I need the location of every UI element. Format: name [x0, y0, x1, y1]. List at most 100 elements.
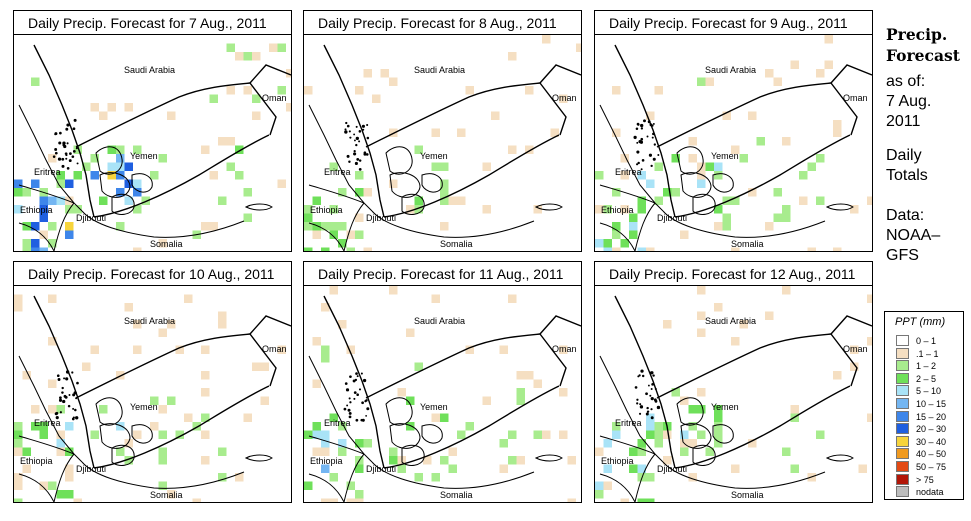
precip-cell: [65, 422, 74, 431]
precip-cell: [389, 447, 398, 456]
precip-cell: [739, 154, 748, 163]
totals-line1: Daily: [886, 147, 922, 164]
precip-cell: [22, 239, 31, 248]
precip-cell: [389, 77, 398, 86]
precip-cell: [31, 405, 40, 414]
island-dot: [65, 127, 69, 131]
boundary-line: [385, 397, 413, 426]
legend-title: PPT (mm): [895, 316, 946, 328]
island-outline: [534, 454, 563, 462]
island-dot: [365, 414, 368, 417]
boundary-line: [81, 461, 245, 489]
country-label-oman: Oman: [262, 344, 287, 354]
precip-cell: [175, 345, 184, 354]
precip-cell: [277, 43, 286, 52]
precip-cell: [355, 213, 364, 222]
precip-cell: [629, 464, 638, 473]
precip-cell: [782, 205, 791, 214]
country-label-yemen: Yemen: [130, 151, 158, 161]
precip-cell: [90, 430, 99, 439]
precip-cell: [363, 188, 372, 197]
island-dot: [68, 394, 71, 397]
precip-cell: [286, 103, 291, 112]
boundary-line: [401, 193, 425, 215]
precip-cell: [431, 128, 440, 137]
precip-cell: [158, 456, 167, 465]
precip-cell: [603, 464, 612, 473]
island-dot: [640, 137, 644, 141]
precip-cell: [14, 481, 23, 490]
precip-cell: [765, 311, 774, 320]
precip-cell: [201, 145, 210, 154]
precip-cell: [39, 247, 48, 251]
boundary-line: [249, 315, 291, 335]
side-title-line2: Forecast: [886, 46, 960, 65]
legend-swatch: [896, 473, 909, 485]
precip-cell: [595, 490, 604, 499]
precip-cell: [705, 77, 714, 86]
precip-cell: [533, 205, 542, 214]
precip-cell: [646, 430, 655, 439]
precip-cell: [782, 213, 791, 222]
precip-cell: [355, 230, 364, 239]
island-dot: [366, 407, 370, 411]
precip-cell: [167, 396, 176, 405]
precip-cell: [133, 430, 142, 439]
precip-cell: [406, 205, 415, 214]
precip-cell: [338, 222, 347, 231]
precip-cell: [73, 145, 82, 154]
precip-cell: [824, 35, 833, 44]
precip-cell: [646, 179, 655, 188]
precip-cell: [491, 111, 500, 120]
boundary-line: [371, 210, 535, 238]
precip-cell: [124, 456, 133, 465]
precip-cell: [48, 379, 57, 388]
precip-cell: [457, 128, 466, 137]
boundary-line: [18, 473, 55, 502]
precip-cell: [431, 473, 440, 482]
island-dot: [353, 152, 357, 156]
precip-cell: [39, 422, 48, 431]
forecast-panel-aug-11: Daily Precip. Forecast for 11 Aug., 2011…: [303, 261, 582, 503]
precip-cell: [90, 103, 99, 112]
precip-cell: [782, 447, 791, 456]
boundary-line: [539, 315, 581, 335]
precip-cell: [158, 481, 167, 490]
boundary-line: [99, 172, 131, 198]
island-dot: [65, 157, 68, 160]
boundary-line: [385, 146, 413, 175]
precip-cell: [167, 111, 176, 120]
boundary-line: [308, 104, 373, 212]
island-dot: [654, 399, 658, 403]
precip-cell: [133, 205, 142, 214]
precip-cell: [705, 447, 714, 456]
precip-cell: [107, 103, 116, 112]
map-svg: Saudi Arabia Oman Yemen Eritrea Ethiopia Djib…: [595, 35, 872, 251]
boundary-line: [662, 210, 826, 238]
island-dot: [348, 415, 352, 419]
precip-cell: [218, 473, 227, 482]
precip-cell: [321, 354, 330, 363]
precip-cell: [65, 230, 74, 239]
precip-cell: [235, 171, 244, 180]
island-dot: [634, 386, 638, 389]
island-dot: [651, 124, 654, 127]
precip-cell: [833, 247, 842, 251]
precip-cell: [680, 447, 689, 456]
island-dot: [366, 123, 369, 127]
legend-label: 15 – 20: [916, 411, 947, 422]
precip-cell: [620, 171, 629, 180]
precip-cell: [567, 498, 576, 502]
country-label-eritrea: Eritrea: [615, 418, 642, 428]
island-dot: [640, 369, 644, 373]
country-label-somalia: Somalia: [150, 239, 183, 249]
precip-cell: [714, 413, 723, 422]
island-dot: [69, 152, 72, 155]
island-dot: [58, 398, 63, 402]
legend-item: 40 – 50: [896, 447, 962, 461]
legend-label: 40 – 50: [916, 449, 947, 460]
island-dot: [645, 392, 648, 396]
boundary-line: [53, 453, 75, 502]
precip-cell: [576, 43, 581, 52]
precip-map: Saudi Arabia Oman Yemen Eritrea Ethiopia Djib…: [304, 286, 581, 502]
